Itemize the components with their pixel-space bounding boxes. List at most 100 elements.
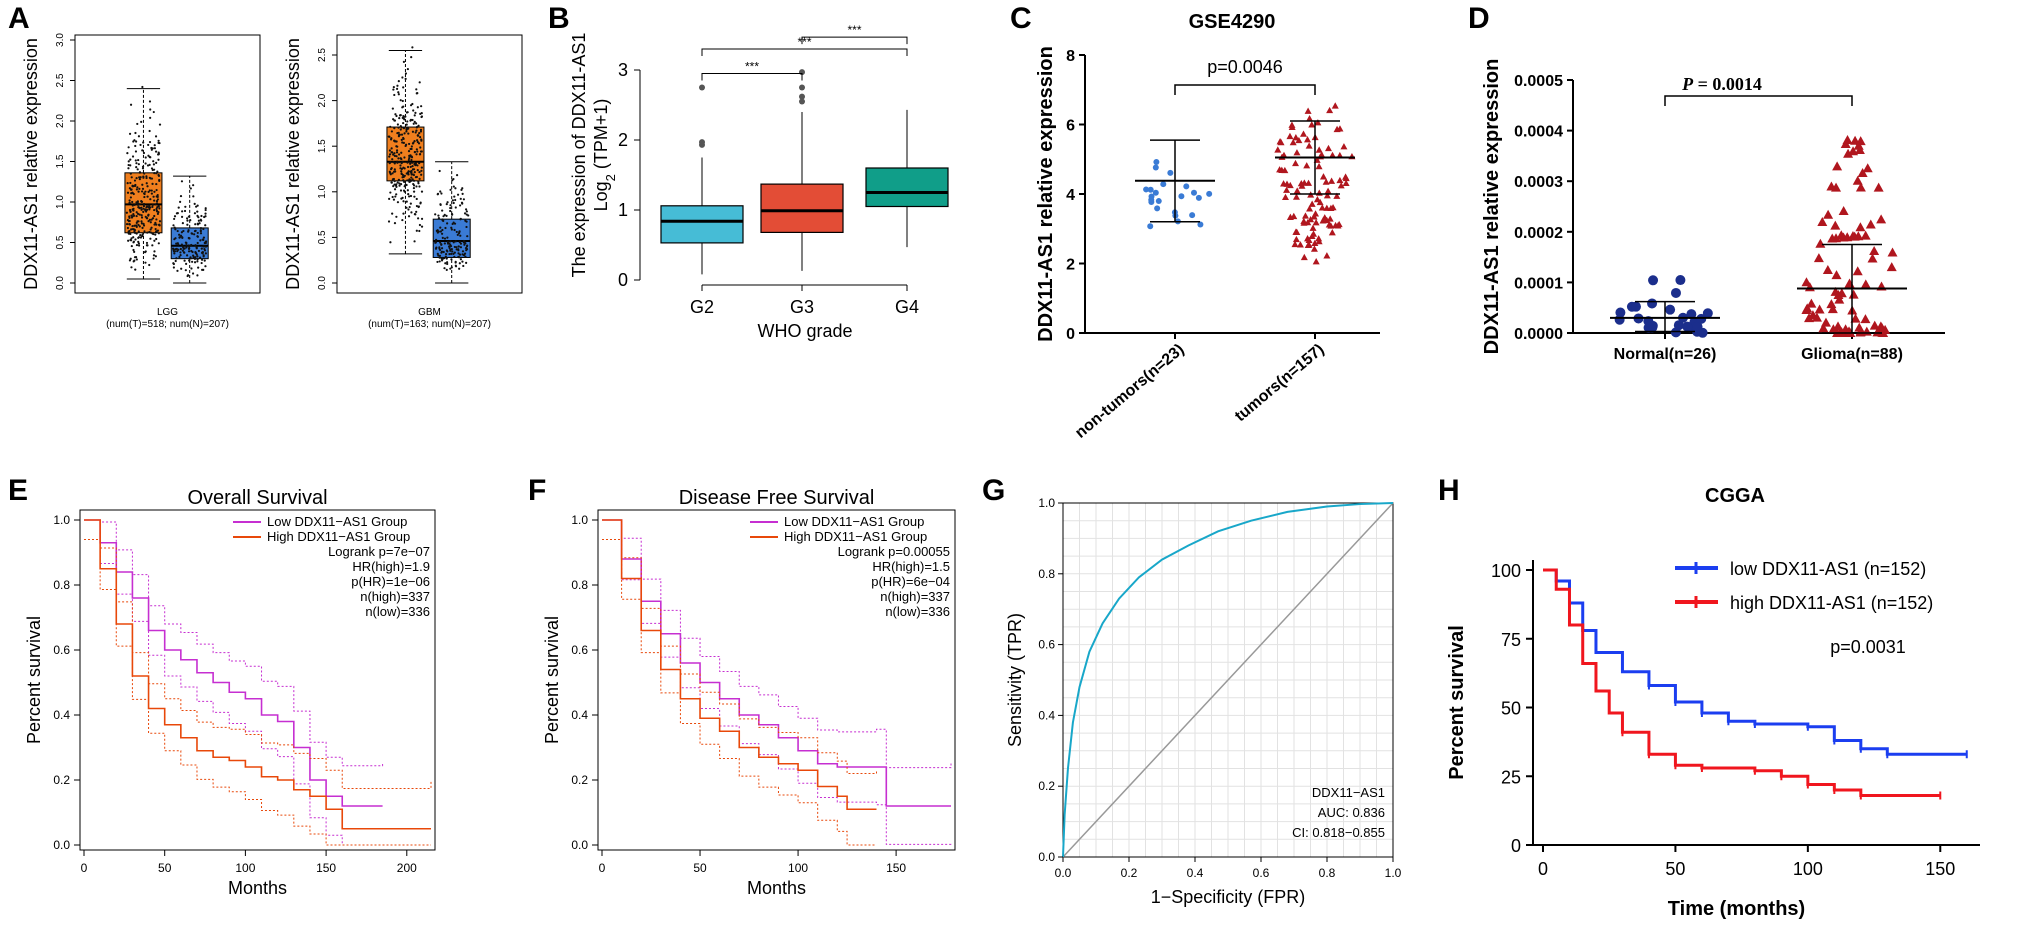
data-point bbox=[1306, 205, 1314, 212]
data-point bbox=[1307, 215, 1315, 223]
data-point bbox=[415, 204, 418, 208]
data-point bbox=[1148, 198, 1155, 205]
data-point bbox=[1886, 262, 1897, 272]
data-point bbox=[448, 252, 451, 256]
data-point bbox=[148, 263, 151, 267]
data-point bbox=[1702, 308, 1713, 319]
data-point bbox=[399, 128, 402, 131]
data-point bbox=[1648, 275, 1659, 286]
data-point bbox=[127, 146, 130, 149]
data-point bbox=[1876, 214, 1887, 224]
data-point bbox=[417, 124, 420, 127]
data-point bbox=[419, 146, 422, 149]
data-point bbox=[157, 242, 160, 245]
data-point bbox=[188, 259, 191, 262]
data-point bbox=[412, 109, 415, 112]
data-point bbox=[407, 173, 410, 176]
data-point bbox=[420, 169, 423, 172]
data-point bbox=[397, 178, 400, 181]
data-point bbox=[1324, 187, 1332, 194]
data-point bbox=[454, 187, 457, 190]
data-point bbox=[412, 190, 416, 193]
data-point bbox=[1292, 134, 1300, 141]
data-point bbox=[1831, 270, 1842, 280]
data-point bbox=[450, 226, 453, 229]
data-point bbox=[461, 202, 464, 205]
data-point bbox=[442, 215, 445, 218]
data-point bbox=[410, 56, 413, 59]
data-point bbox=[126, 226, 130, 230]
data-point bbox=[1283, 186, 1291, 193]
data-point bbox=[395, 151, 399, 154]
data-point bbox=[461, 187, 464, 190]
data-point bbox=[196, 235, 199, 238]
data-point bbox=[155, 237, 158, 241]
data-point bbox=[147, 154, 150, 157]
data-point bbox=[136, 122, 139, 126]
data-point bbox=[157, 223, 161, 226]
data-point bbox=[181, 236, 184, 239]
roc-annotation: CI: 0.818−0.855 bbox=[1292, 825, 1385, 840]
data-point bbox=[409, 194, 413, 198]
data-point bbox=[462, 239, 465, 243]
data-point bbox=[135, 211, 138, 214]
panel-label-f: F bbox=[528, 474, 546, 507]
data-point bbox=[437, 254, 440, 257]
data-point bbox=[406, 189, 409, 192]
data-point bbox=[458, 241, 461, 244]
data-point bbox=[453, 228, 456, 232]
data-point bbox=[409, 165, 412, 169]
stats-label: n(high)=337 bbox=[880, 589, 950, 604]
data-point bbox=[1342, 174, 1350, 182]
data-point bbox=[391, 195, 394, 199]
data-point bbox=[143, 251, 147, 254]
significance-label: *** bbox=[847, 23, 861, 37]
data-point bbox=[416, 139, 419, 142]
y-tick-label: 0.0005 bbox=[1514, 73, 1563, 90]
data-point bbox=[173, 217, 176, 221]
y-tick-label: 2 bbox=[618, 130, 628, 150]
data-point bbox=[402, 179, 405, 182]
data-point bbox=[185, 243, 188, 247]
data-point bbox=[1848, 146, 1859, 156]
data-point bbox=[406, 179, 409, 182]
data-point bbox=[153, 239, 156, 242]
data-point bbox=[125, 211, 128, 214]
data-point bbox=[405, 123, 408, 126]
data-point bbox=[450, 228, 453, 231]
data-point bbox=[193, 261, 197, 264]
data-point bbox=[131, 200, 134, 204]
data-point bbox=[142, 175, 145, 178]
data-point bbox=[454, 265, 458, 268]
data-point bbox=[200, 214, 203, 218]
data-point bbox=[1880, 324, 1891, 334]
data-point bbox=[397, 91, 400, 94]
y-tick-label: 0.0001 bbox=[1514, 275, 1563, 292]
data-point bbox=[415, 88, 418, 91]
data-point bbox=[401, 160, 404, 163]
legend-label: Low DDX11−AS1 Group bbox=[267, 514, 407, 529]
data-point bbox=[440, 259, 444, 262]
data-point bbox=[1817, 216, 1828, 226]
data-point bbox=[402, 137, 405, 140]
data-point bbox=[1854, 322, 1865, 332]
data-point bbox=[129, 164, 132, 167]
data-point bbox=[126, 152, 129, 155]
data-point bbox=[393, 222, 397, 225]
data-point bbox=[1304, 235, 1312, 242]
data-point bbox=[185, 217, 189, 220]
data-point bbox=[1860, 314, 1871, 324]
data-point bbox=[443, 257, 446, 260]
x-tick-label: G2 bbox=[690, 297, 714, 317]
data-point bbox=[437, 216, 441, 220]
data-point bbox=[134, 238, 137, 241]
data-point bbox=[191, 250, 194, 254]
data-point bbox=[420, 115, 424, 118]
data-point bbox=[179, 254, 182, 257]
data-point bbox=[1336, 125, 1344, 132]
data-point bbox=[199, 229, 202, 232]
data-point bbox=[1324, 144, 1332, 152]
data-point bbox=[175, 242, 178, 245]
data-point bbox=[197, 216, 200, 219]
data-point bbox=[155, 230, 158, 233]
